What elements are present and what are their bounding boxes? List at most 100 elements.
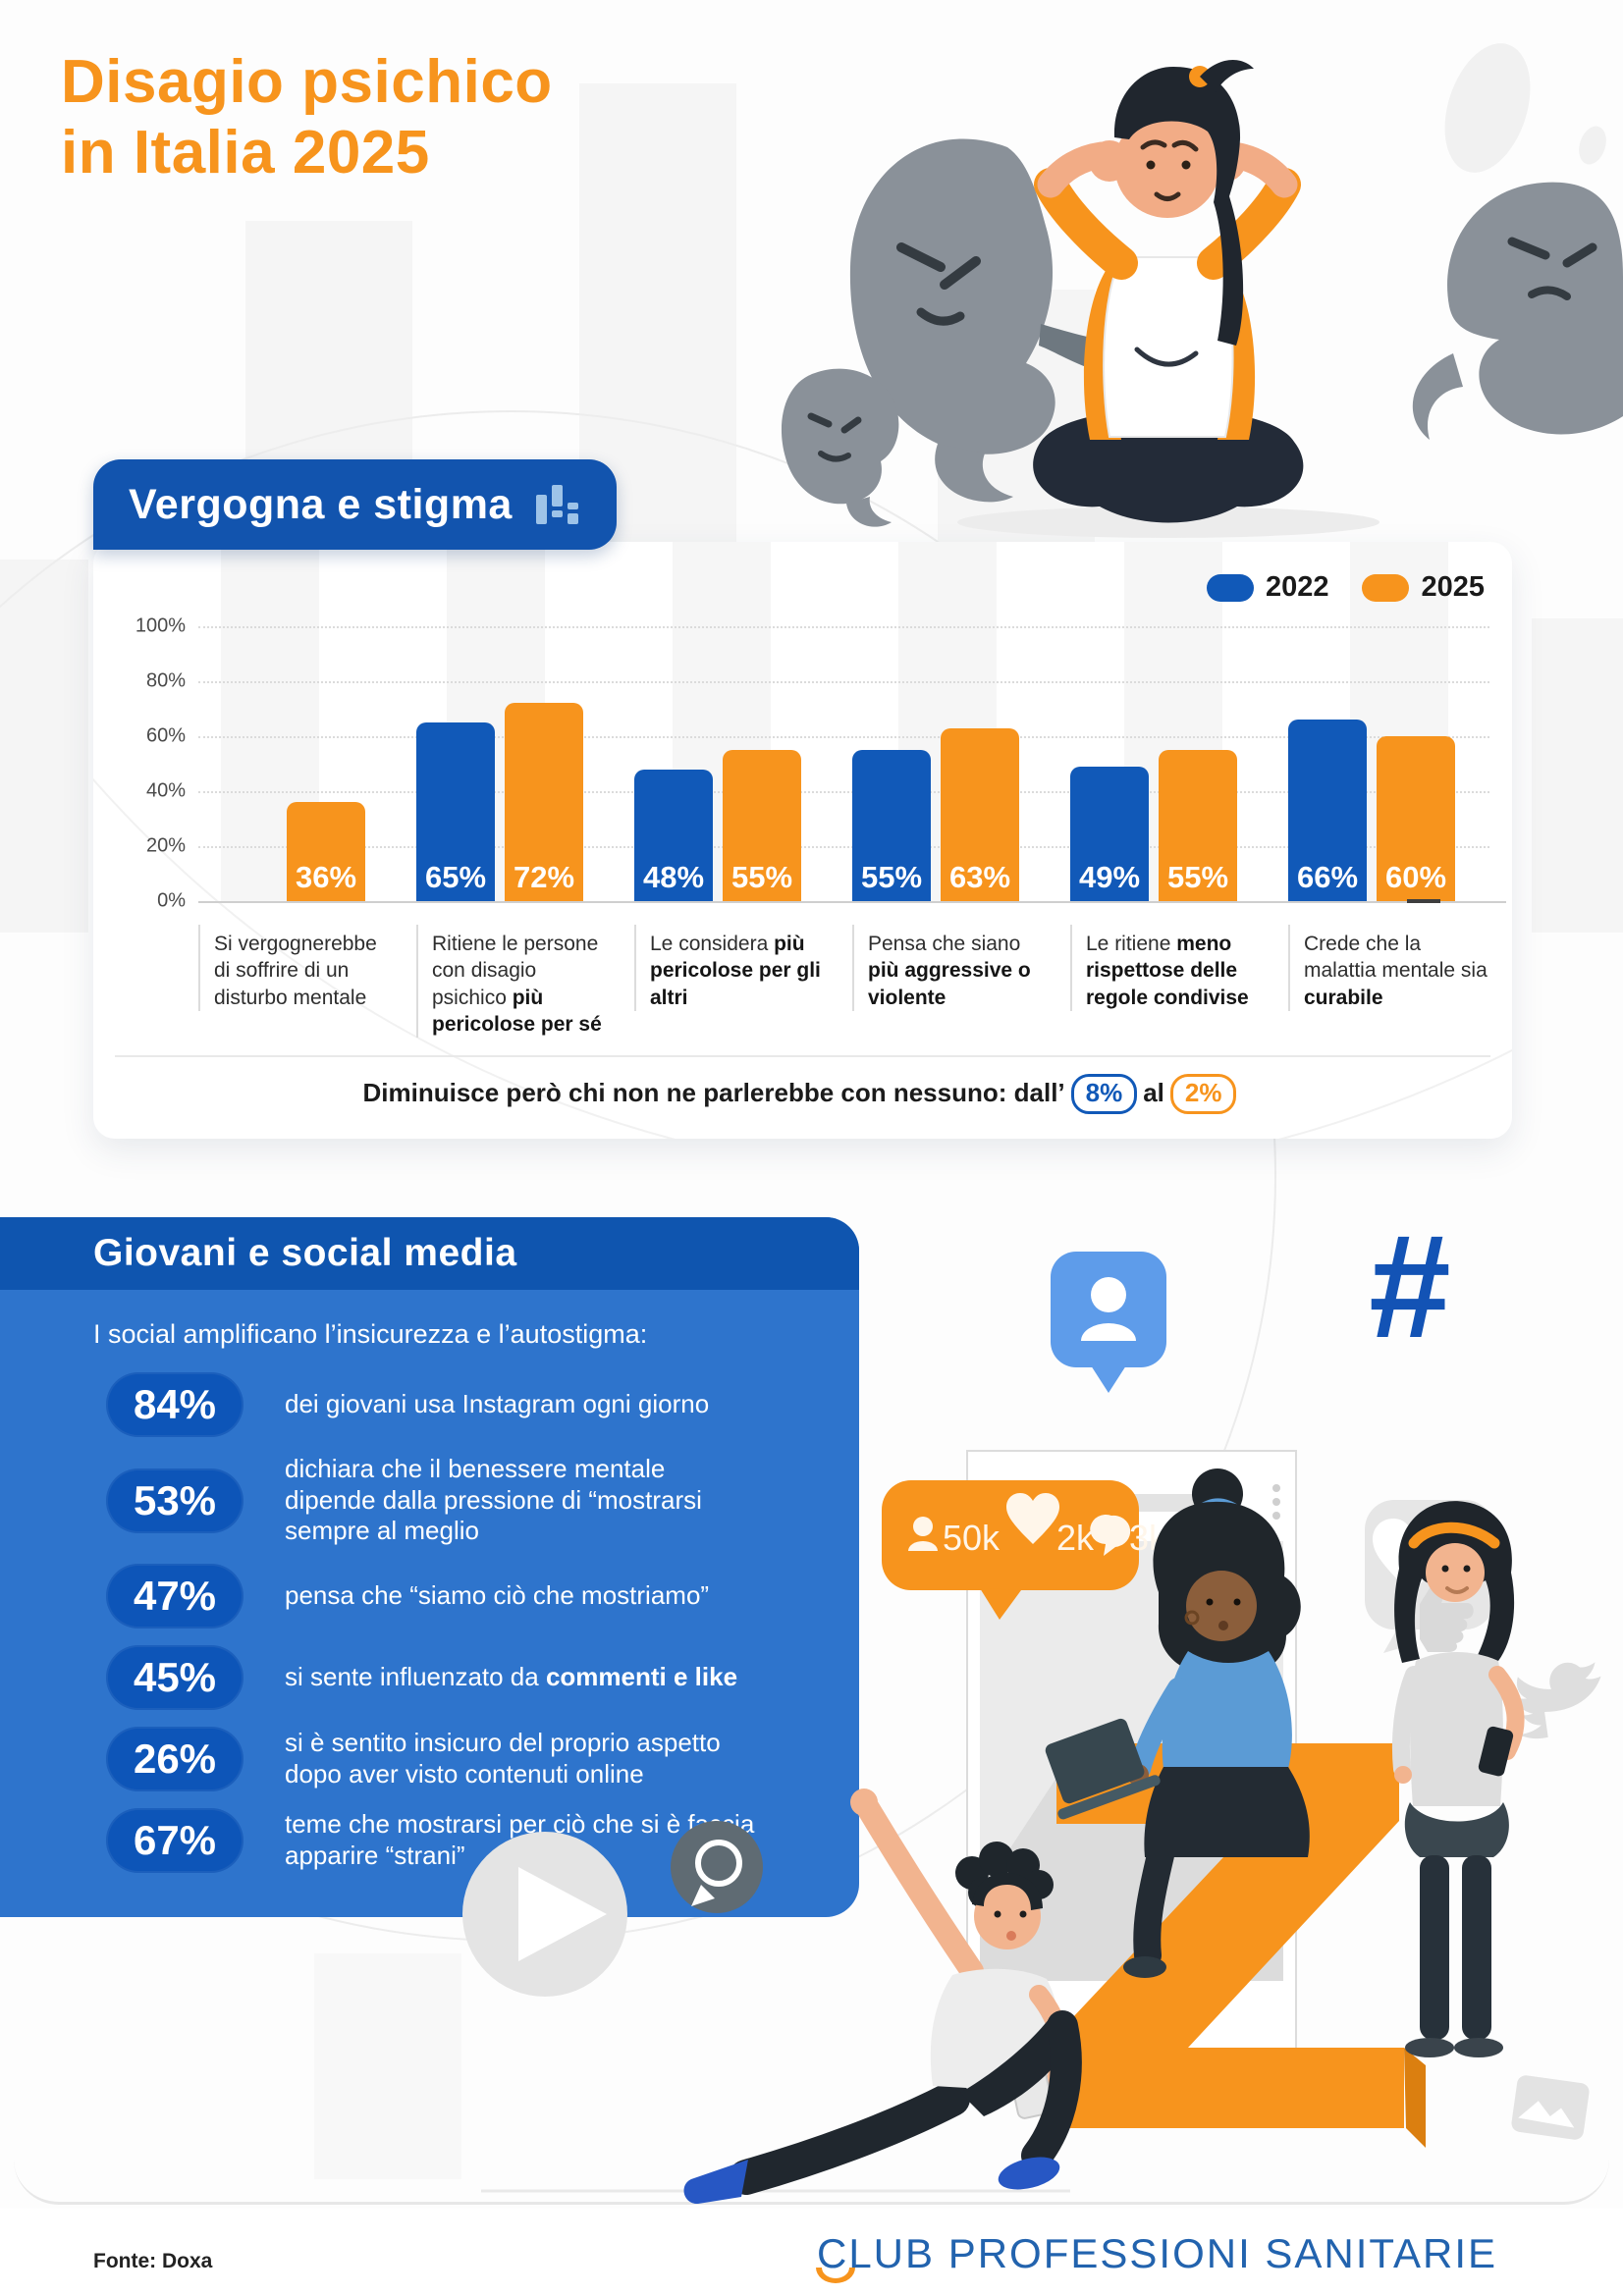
bar-2025: 36% xyxy=(287,802,365,901)
note-mid: al xyxy=(1143,1078,1164,1107)
y-axis-tick: 100% xyxy=(135,614,186,637)
stat-percentage-badge: 45% xyxy=(106,1645,243,1711)
sitting-person xyxy=(683,1789,1082,2205)
chart-plot-area: 100% 80% 60% 40% 20% 0% 36% 65% 72% 48% 55% 55% 63%… xyxy=(93,542,1512,1139)
anxious-person xyxy=(957,59,1380,538)
brand-name: CLUB PROFESSIONI SANITARIE xyxy=(816,2230,1497,2276)
bar-2022: 55% xyxy=(852,750,931,901)
stat-row: 84% dei giovani usa Instagram ogni giorno xyxy=(106,1372,823,1437)
whatsapp-icon xyxy=(671,1821,763,1913)
social-section-header: Giovani e social media xyxy=(0,1217,859,1290)
ghost-right xyxy=(1412,182,1623,440)
stigma-section-title: Vergogna e stigma xyxy=(129,480,513,528)
stigma-note: Diminuisce però chi non ne parlerebbe co… xyxy=(93,1074,1512,1114)
stat-percentage-badge: 26% xyxy=(106,1727,243,1792)
speech-blob xyxy=(1579,126,1606,165)
bar-2022: 49% xyxy=(1070,766,1149,901)
deco-bar xyxy=(314,1953,461,2179)
footer: Fonte: Doxa CLUB PROFESSIONI SANITARIE xyxy=(0,2209,1623,2296)
bar-2022: 66% xyxy=(1288,720,1367,901)
woman-with-laptop xyxy=(1045,1468,1310,1978)
divider xyxy=(115,1055,1490,1057)
chart-baseline-mark xyxy=(1407,899,1440,903)
social-stats-list: 84% dei giovani usa Instagram ogni giorno… xyxy=(106,1372,823,1874)
bar-2025: 63% xyxy=(941,727,1019,901)
bar-2025: 60% xyxy=(1377,736,1455,901)
stat-description: si è sentito insicuro del proprio aspett… xyxy=(285,1728,721,1789)
brand-logo: CLUB PROFESSIONI SANITARIE xyxy=(815,2230,1497,2283)
engagement-stats-bubble: 50k 2k 3k xyxy=(882,1480,1167,1620)
followers-count: 50k xyxy=(943,1518,1001,1558)
gridline xyxy=(198,681,1489,683)
bar-value-label: 66% xyxy=(1296,860,1359,894)
stat-row: 47% pensa che “siamo ciò che mostriamo” xyxy=(106,1564,823,1629)
note-to-badge: 2% xyxy=(1169,1074,1237,1114)
legend-swatch-2022 xyxy=(1206,573,1254,602)
social-section-title: Giovani e social media xyxy=(93,1232,517,1274)
category-label: Si vergognerebbe di soffrire di un distu… xyxy=(198,925,402,1011)
stat-percentage-badge: 67% xyxy=(106,1808,243,1874)
gridline xyxy=(198,846,1489,848)
category-label: Le considera più pericolose per gli altr… xyxy=(634,925,838,1011)
bar-group: 65% 72% xyxy=(416,626,634,901)
bar-group: 66% 60% xyxy=(1288,626,1506,901)
bar-value-label: 55% xyxy=(860,860,923,894)
y-axis-tick: 60% xyxy=(145,724,186,747)
bar-2022: 48% xyxy=(634,769,713,901)
speech-blob xyxy=(1444,43,1531,173)
legend-item-2025: 2025 xyxy=(1362,571,1485,604)
bar-2025: 55% xyxy=(1159,750,1237,901)
social-media-illustration: # 50k 2k 3k xyxy=(882,1217,1601,2148)
bar-group: 55% 63% xyxy=(852,626,1070,901)
comment-icon xyxy=(1090,1515,1131,1556)
bar-value-label: 49% xyxy=(1078,860,1141,894)
gridline xyxy=(198,626,1489,628)
legend-swatch-2025 xyxy=(1362,573,1410,602)
hashtag-icon: # xyxy=(1367,1217,1449,1368)
stat-description: pensa che “siamo ciò che mostriamo” xyxy=(285,1580,710,1611)
chart-baseline xyxy=(198,901,1506,903)
stat-description: teme che mostrarsi per ciò che si è facc… xyxy=(285,1809,755,1871)
bar-group: 48% 55% xyxy=(634,626,852,901)
bar-value-label: 72% xyxy=(513,860,575,894)
y-axis-tick: 80% xyxy=(145,669,186,692)
deco-bar xyxy=(1532,618,1623,933)
stat-row: 53% dichiara che il benessere mentale dip… xyxy=(106,1454,823,1547)
stat-description: dei giovani usa Instagram ogni giorno xyxy=(285,1389,710,1419)
bar-2025: 55% xyxy=(723,750,801,901)
legend-item-2022: 2022 xyxy=(1206,571,1329,604)
anxiety-illustration xyxy=(781,43,1623,538)
teen-with-phone-illustration xyxy=(462,1789,1082,2205)
stat-row: 26% si è sentito insicuro del proprio asp… xyxy=(106,1727,823,1792)
page-bottom-border xyxy=(14,2146,1609,2205)
likes-count: 2k xyxy=(1056,1518,1095,1558)
bar-value-label: 60% xyxy=(1384,860,1447,894)
legend-label-2022: 2022 xyxy=(1265,571,1329,603)
bar-value-label: 48% xyxy=(642,860,705,894)
user-notification-icon xyxy=(1051,1252,1166,1393)
category-label: Crede che la malattia mentale sia curabi… xyxy=(1288,925,1491,1011)
bar-value-label: 63% xyxy=(948,860,1011,894)
play-button-icon xyxy=(462,1832,627,1997)
page-title-line2: in Italia 2025 xyxy=(61,118,430,187)
deco-bar xyxy=(0,560,88,933)
bar-value-label: 55% xyxy=(1166,860,1229,894)
stat-row: 67% teme che mostrarsi per ciò che si è f… xyxy=(106,1808,823,1874)
bar-2025: 72% xyxy=(505,703,583,901)
gridline xyxy=(198,736,1489,738)
stat-percentage-badge: 47% xyxy=(106,1564,243,1629)
category-label: Ritiene le persone con disagio psichico … xyxy=(416,925,620,1039)
bar-value-label: 36% xyxy=(295,860,357,894)
letter-z xyxy=(1041,1743,1426,2148)
stat-description: dichiara che il benessere mentale dipend… xyxy=(285,1454,702,1546)
brand-swoosh-icon xyxy=(815,2268,855,2283)
y-axis-tick: 40% xyxy=(145,779,186,802)
source-label: Fonte: Doxa xyxy=(93,2250,213,2272)
photo-icon xyxy=(1511,2075,1590,2140)
gridline xyxy=(198,791,1489,793)
chart-legend: 2022 2025 xyxy=(1206,571,1485,604)
bar-group: 36% xyxy=(198,626,416,901)
stat-row: 45% si sente influenzato da commenti e li… xyxy=(106,1645,823,1711)
stigma-chart-card: 2022 2025 100% 80% 60% 40% 20% 0% 36% 65% 72% 48… xyxy=(93,542,1512,1139)
note-prefix: Diminuisce però chi non ne parlerebbe co… xyxy=(362,1078,1065,1107)
